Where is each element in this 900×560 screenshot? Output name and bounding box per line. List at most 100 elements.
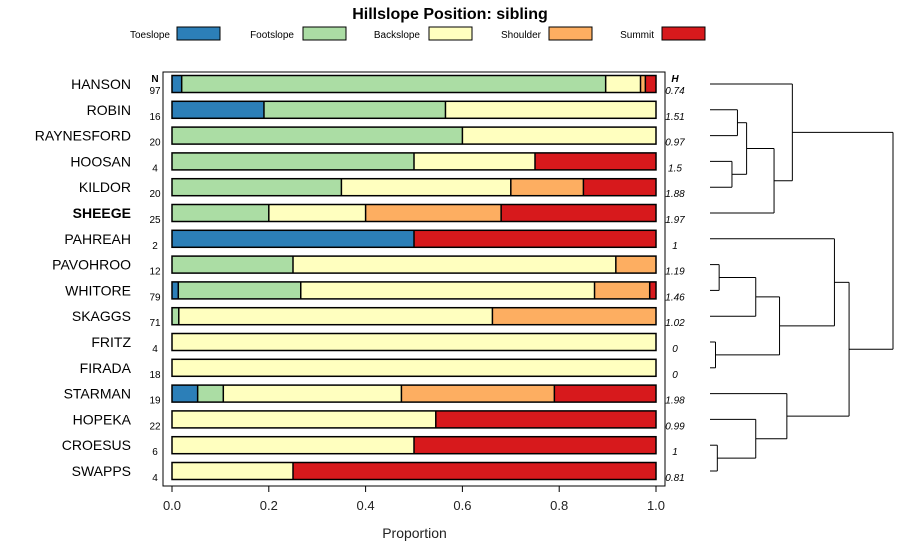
h-value-raynesford: 0.97 <box>665 138 685 149</box>
bar-sheege-shoulder <box>365 204 502 222</box>
bar-outline-swapps <box>171 461 657 481</box>
bar-hanson-footslope <box>181 75 606 93</box>
h-value-croesus: 1 <box>672 447 678 458</box>
x-tick-label: 0.4 <box>357 498 375 513</box>
bar-croesus-summit <box>414 436 656 454</box>
bar-fritz-backslope <box>172 333 656 351</box>
h-value-hopeka: 0.99 <box>665 421 685 432</box>
bar-whitore-footslope <box>178 281 301 299</box>
n-value-pavohroo: 12 <box>149 267 161 278</box>
dendrogram <box>710 83 894 472</box>
bar-skaggs-backslope <box>178 307 493 325</box>
h-value-firada: 0 <box>672 370 678 381</box>
bar-pahreah-toeslope <box>172 230 414 248</box>
bar-hopeka-summit <box>435 410 656 428</box>
n-value-starman: 19 <box>149 396 161 407</box>
bar-robin-footslope <box>263 101 446 119</box>
bar-firada-backslope <box>172 359 656 377</box>
legend-swatch-toeslope <box>176 26 221 41</box>
legend-swatch-shoulder <box>548 26 593 41</box>
row-label-swapps: SWAPPS <box>72 463 131 479</box>
row-label-robin: ROBIN <box>87 102 131 118</box>
bar-outline-sheege <box>171 203 657 223</box>
h-value-sheege: 1.97 <box>665 215 685 226</box>
x-axis-label: Proportion <box>382 525 447 541</box>
row-label-whitore: WHITORE <box>65 282 131 298</box>
bar-pavohroo-backslope <box>293 256 616 274</box>
row-label-firada: FIRADA <box>80 360 132 376</box>
legend-swatch-summit <box>661 26 706 41</box>
n-value-robin: 16 <box>149 112 161 123</box>
bar-hanson-shoulder <box>640 75 646 93</box>
bar-robin-toeslope <box>172 101 264 119</box>
bar-skaggs-footslope <box>172 307 179 325</box>
legend-label-shoulder: Shoulder <box>501 30 542 41</box>
bar-kildor-summit <box>583 178 656 196</box>
bar-outline-hanson <box>171 74 657 94</box>
bar-robin-backslope <box>445 101 656 119</box>
n-value-pahreah: 2 <box>152 241 158 252</box>
bar-outline-whitore <box>171 281 657 300</box>
row-label-hopeka: HOPEKA <box>73 411 132 427</box>
row-label-skaggs: SKAGGS <box>72 308 131 324</box>
bar-starman-summit <box>554 385 656 403</box>
legend: Toeslope Footslope Backslope Shoulder Summit <box>130 26 706 41</box>
bar-outline-firada <box>171 358 657 378</box>
row-label-raynesford: RAYNESFORD <box>35 128 131 144</box>
bar-starman-backslope <box>223 385 402 403</box>
n-value-whitore: 79 <box>149 292 161 303</box>
h-value-pavohroo: 1.19 <box>665 267 685 278</box>
bar-whitore-toeslope <box>172 281 179 299</box>
bar-kildor-footslope <box>172 178 342 196</box>
bar-outline-robin <box>171 100 657 120</box>
legend-label-backslope: Backslope <box>374 30 421 41</box>
bar-outline-kildor <box>171 177 657 197</box>
bar-pavohroo-footslope <box>172 256 293 274</box>
bar-sheege-footslope <box>172 204 269 222</box>
row-label-hanson: HANSON <box>71 76 131 92</box>
bar-raynesford-backslope <box>462 127 656 145</box>
bar-raynesford-footslope <box>172 127 463 145</box>
n-value-raynesford: 20 <box>149 138 161 149</box>
h-value-whitore: 1.46 <box>665 292 685 303</box>
x-tick-label: 1.0 <box>647 498 665 513</box>
h-value-fritz: 0 <box>672 344 678 355</box>
row-label-croesus: CROESUS <box>62 437 131 453</box>
row-label-starman: STARMAN <box>64 386 131 402</box>
h-column-header: H <box>671 74 679 85</box>
h-value-starman: 1.98 <box>665 396 685 407</box>
h-value-hanson: 0.74 <box>665 86 685 97</box>
x-tick-label: 0.2 <box>260 498 278 513</box>
bar-hanson-summit <box>645 75 656 93</box>
bar-outline-starman <box>171 384 657 403</box>
n-value-croesus: 6 <box>152 447 158 458</box>
n-value-hopeka: 22 <box>149 421 161 432</box>
bar-outline-skaggs <box>171 306 657 326</box>
x-axis: 0.0 0.2 0.4 0.6 0.8 1.0 <box>163 486 665 513</box>
h-value-kildor: 1.88 <box>665 189 685 200</box>
bar-hopeka-backslope <box>172 410 436 428</box>
x-tick-label: 0.8 <box>550 498 568 513</box>
bar-outline-hopeka <box>171 410 657 429</box>
bar-kildor-backslope <box>341 178 511 196</box>
legend-label-summit: Summit <box>620 30 654 41</box>
bar-starman-footslope <box>197 385 224 403</box>
bar-pahreah-summit <box>414 230 656 248</box>
n-value-swapps: 4 <box>152 473 158 484</box>
legend-label-toeslope: Toeslope <box>130 30 170 41</box>
n-column-header: N <box>151 74 158 85</box>
bar-hanson-toeslope <box>172 75 182 93</box>
bar-swapps-backslope <box>172 462 293 480</box>
n-value-kildor: 20 <box>149 189 161 200</box>
bar-skaggs-shoulder <box>492 307 656 325</box>
bar-whitore-summit <box>649 281 656 299</box>
bar-kildor-shoulder <box>510 178 584 196</box>
n-value-fritz: 4 <box>152 344 158 355</box>
bar-outline-pavohroo <box>171 255 657 274</box>
row-label-sheege: SHEEGE <box>73 205 131 221</box>
bar-starman-toeslope <box>172 385 198 403</box>
legend-swatch-backslope <box>428 26 473 41</box>
x-tick-label: 0.0 <box>163 498 181 513</box>
n-value-firada: 18 <box>149 370 161 381</box>
